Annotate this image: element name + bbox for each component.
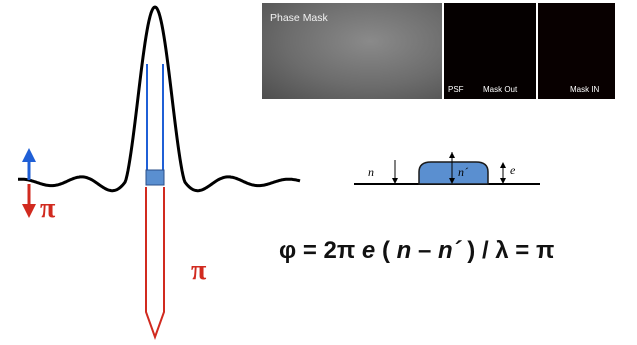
psf-photo: PSF Mask Out: [444, 3, 536, 99]
red-arrow-head: [22, 204, 36, 218]
equation-n: n: [396, 237, 412, 264]
equation-nprime: n´: [437, 237, 461, 264]
nprime-arrow-head-top: [449, 152, 455, 158]
blue-arrow-head: [22, 148, 36, 162]
n-label: n: [368, 165, 374, 179]
mask-out-label: Mask Out: [483, 85, 518, 94]
mask-in-label: Mask IN: [570, 85, 600, 94]
n-prime-label: n´: [458, 165, 468, 179]
n-arrow-head: [392, 178, 398, 184]
phase-plate: [418, 161, 489, 185]
mask-in-photo: Mask IN: [538, 3, 615, 99]
psf-label: PSF: [448, 85, 464, 94]
nprime-arrow-head-bottom: [449, 178, 455, 184]
intensity-wave: [17, 5, 301, 193]
equation-minus: –: [411, 237, 438, 264]
red-phase-tube: [145, 187, 165, 340]
phase-mask-photo: Phase Mask: [262, 3, 442, 99]
photo-strip: Phase Mask PSF Mask Out Mask IN: [262, 3, 615, 99]
equation-rest: ) / λ = π: [460, 237, 555, 264]
phase-plate-square: [145, 169, 165, 186]
e-arrow-head-top: [500, 162, 506, 168]
pi-label-tube: π: [191, 255, 207, 286]
equation-open: (: [375, 237, 397, 264]
equation-e: e: [361, 237, 376, 264]
e-label: e: [510, 163, 516, 177]
phase-mask-caption: Phase Mask: [270, 12, 328, 24]
phase-equation: φ = 2π e ( n – n´ ) / λ = π: [279, 237, 554, 265]
pi-label-left: π: [40, 193, 56, 224]
e-arrow-head-bottom: [500, 178, 506, 184]
equation-phi: φ = 2π: [279, 237, 356, 264]
